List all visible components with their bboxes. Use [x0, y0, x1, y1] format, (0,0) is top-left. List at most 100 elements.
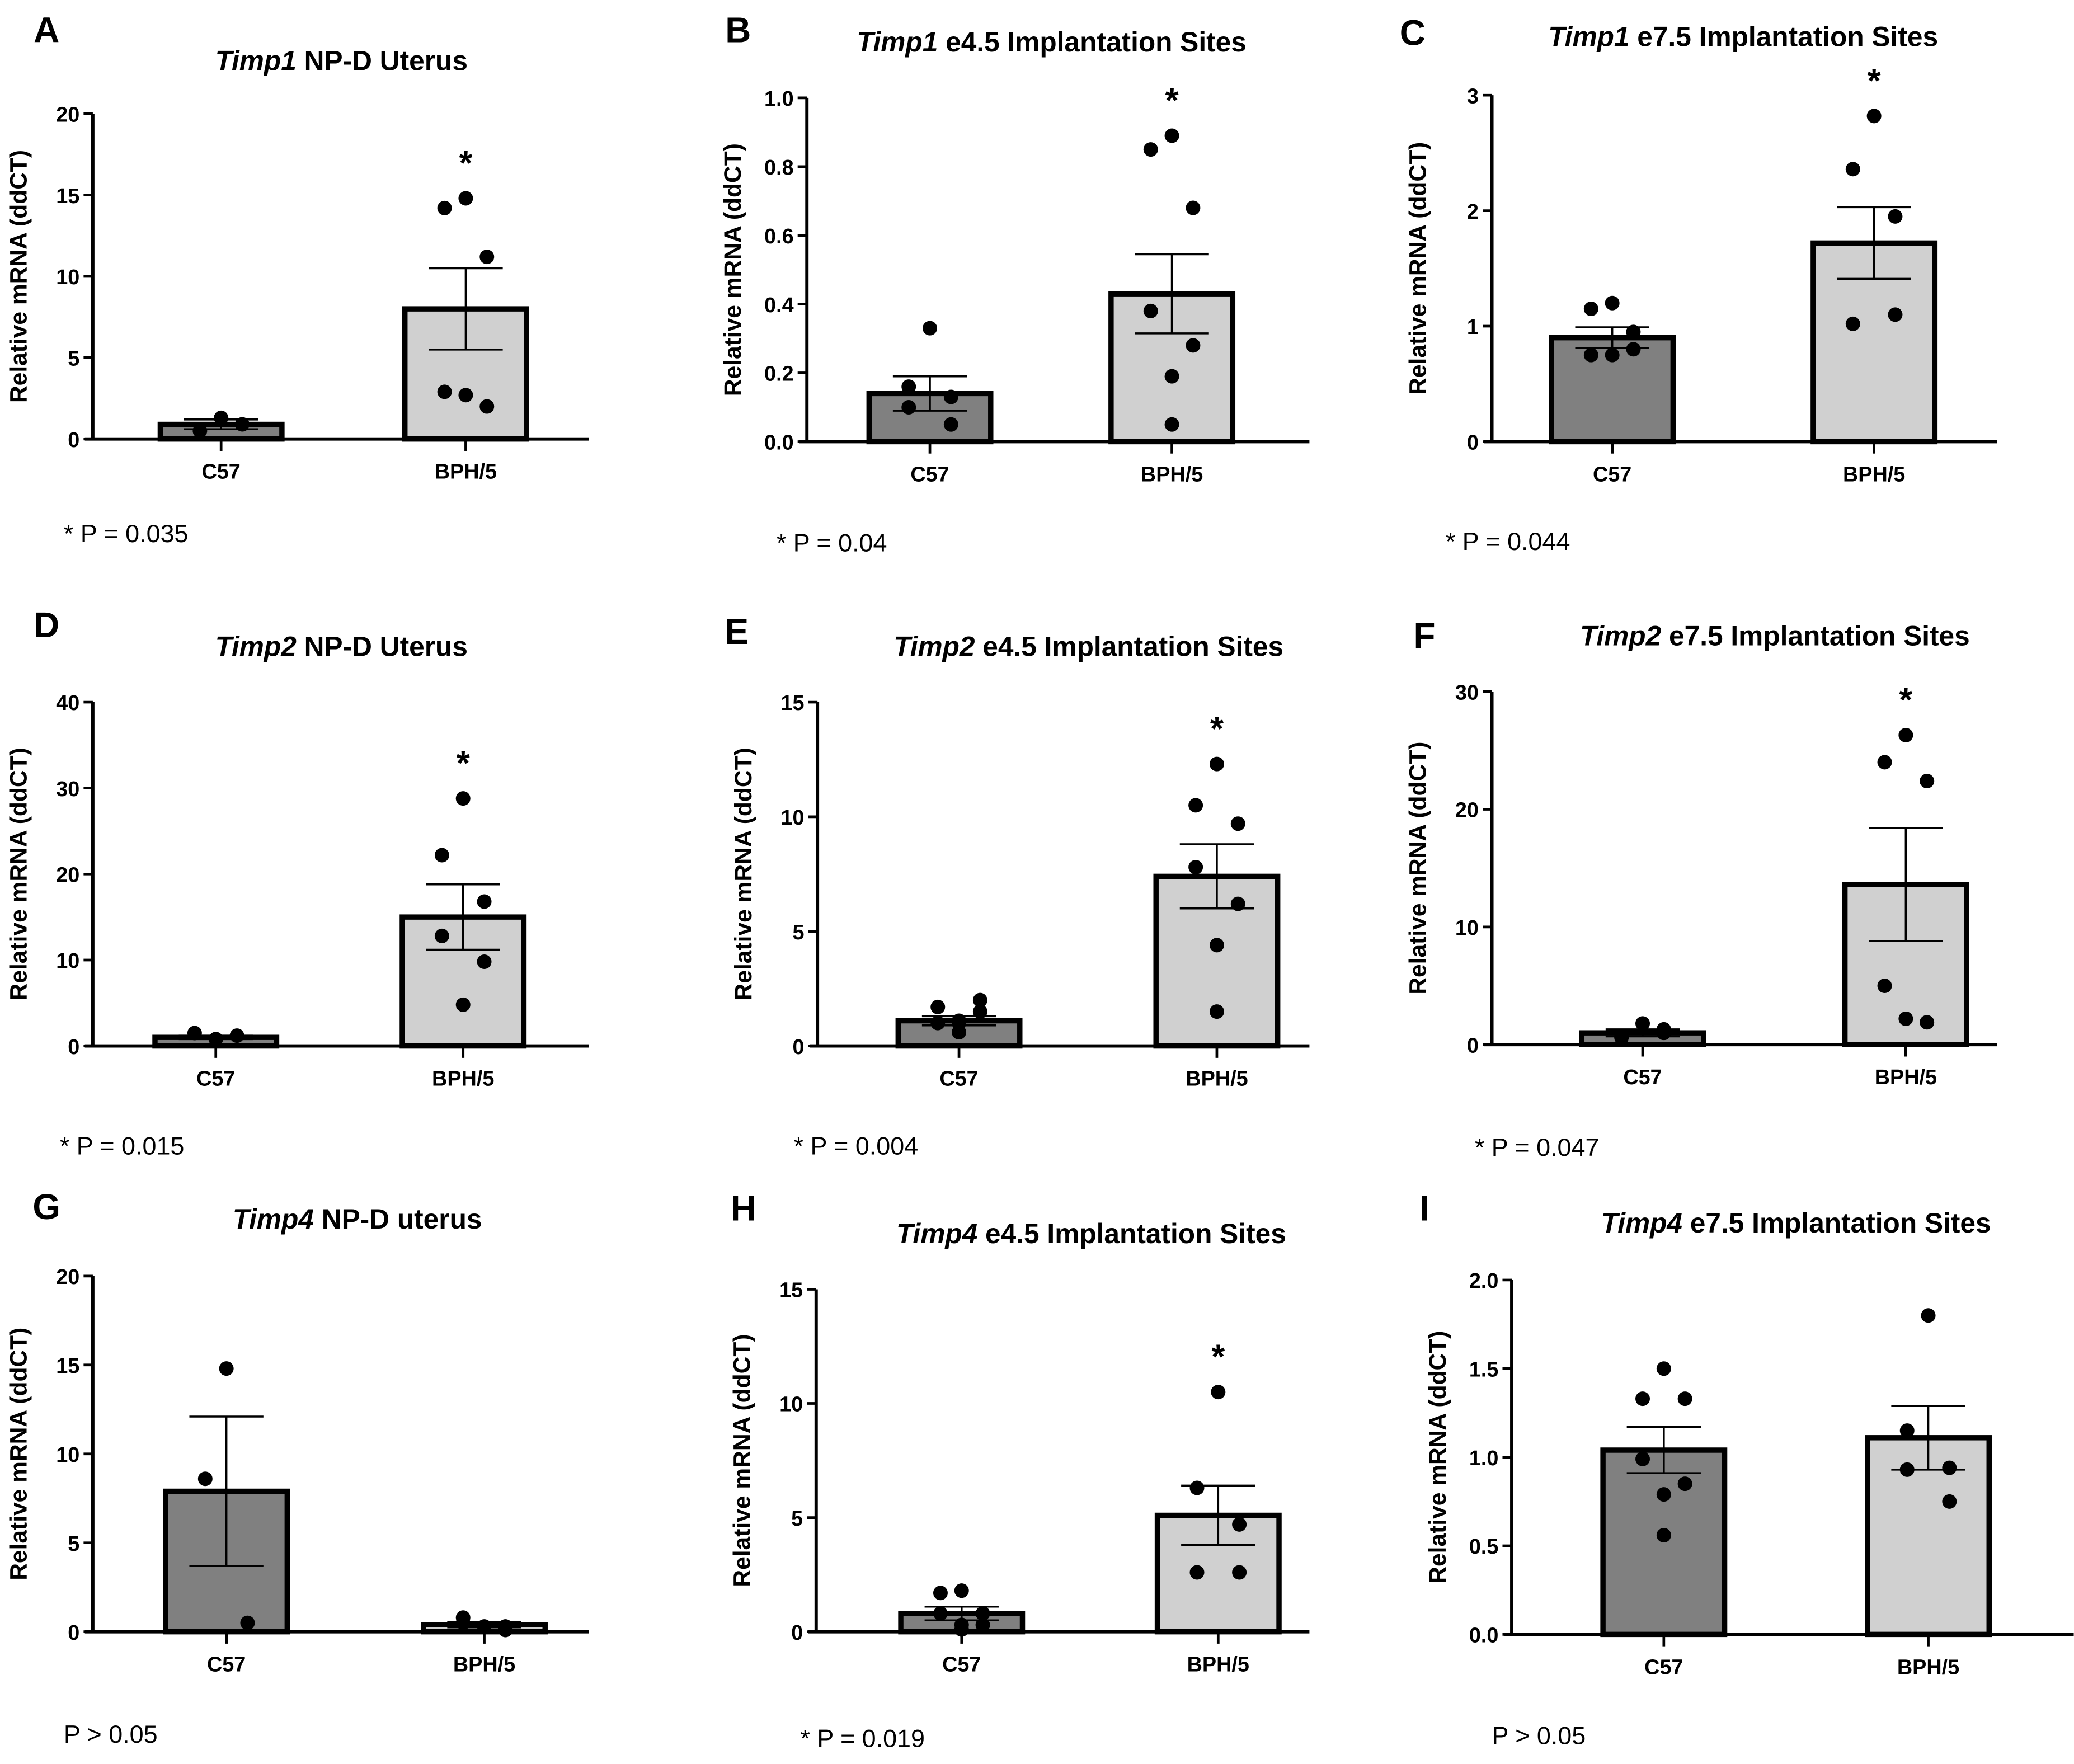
data-point: [1899, 1462, 1915, 1477]
x-tick-label: C57: [1623, 1066, 1662, 1089]
data-point: [1656, 1487, 1671, 1502]
title-rest: e4.5 Implantation Sites: [977, 1218, 1286, 1249]
data-point: [1186, 200, 1201, 215]
y-tick-label: 20: [56, 863, 79, 887]
data-point: [1626, 342, 1641, 357]
title-rest: NP-D uterus: [314, 1203, 482, 1235]
y-tick-label: 10: [779, 1393, 803, 1417]
y-tick-label: 1.0: [1469, 1447, 1499, 1470]
data-point: [498, 1622, 513, 1638]
data-point: [479, 250, 495, 265]
data-point: [1188, 798, 1203, 813]
data-point: [972, 992, 987, 1008]
data-point: [455, 997, 471, 1012]
panel-title: Timp1 e4.5 Implantation Sites: [857, 26, 1247, 58]
data-point: [1677, 1476, 1692, 1492]
panel-b: B Timp1 e4.5 Implantation Sites Relative m…: [719, 10, 1310, 557]
data-point: [1635, 1391, 1650, 1407]
data-point: [1899, 1423, 1915, 1438]
significance-star: *: [1899, 680, 1912, 719]
panel-letter: C: [1400, 12, 1426, 53]
y-tick-label: 1: [1467, 316, 1479, 339]
data-point: [437, 200, 452, 215]
data-point: [477, 954, 492, 970]
y-tick-label: 15: [56, 1354, 79, 1378]
y-tick-label: 0: [68, 1621, 79, 1645]
x-tick-label: BPH/5: [1186, 1067, 1248, 1090]
title-gene: Timp1: [857, 26, 938, 58]
y-tick-label: 0.6: [764, 225, 794, 248]
data-point: [1583, 302, 1598, 317]
panel-letter: A: [34, 10, 59, 50]
y-tick-label: 1.5: [1469, 1358, 1499, 1381]
panel-c: C Timp1 e7.5 Implantation Sites Relative m…: [1400, 12, 1997, 556]
y-tick-label: 10: [780, 806, 804, 830]
data-point: [1189, 1565, 1205, 1580]
data-point: [1164, 369, 1179, 384]
data-point: [455, 791, 471, 806]
panel-letter: B: [725, 10, 751, 50]
bar-bph5: [1810, 240, 1938, 445]
p-value-text: * P = 0.015: [60, 1131, 185, 1160]
data-point: [1143, 142, 1158, 157]
data-point: [1209, 756, 1224, 772]
y-tick-label: 0: [792, 1036, 804, 1059]
data-point: [1845, 316, 1860, 331]
significance-star: *: [459, 144, 472, 182]
p-value-text: * P = 0.035: [64, 519, 189, 548]
panel-a: A Timp1 NP-D Uterus Relative mRNA (ddCT) C5…: [6, 10, 589, 548]
y-tick-label: 5: [68, 347, 79, 371]
y-axis-label: Relative mRNA (ddCT): [6, 150, 32, 403]
title-gene: Timp4: [233, 1203, 314, 1235]
p-value-text: P > 0.05: [1492, 1721, 1586, 1750]
data-point: [1635, 1016, 1650, 1031]
data-point: [187, 1026, 202, 1041]
x-tick-label: C57: [1644, 1655, 1683, 1679]
panel-g: G Timp4 NP-D uterus Relative mRNA (ddCT) C5…: [6, 1187, 589, 1748]
data-point: [1656, 1528, 1671, 1543]
y-tick-label: 20: [56, 1266, 79, 1289]
y-tick-label: 0: [1467, 1034, 1479, 1057]
data-point: [954, 1583, 969, 1598]
data-point: [1656, 1361, 1671, 1376]
y-tick-label: 3: [1467, 84, 1479, 108]
x-tick-label: C57: [1593, 463, 1631, 486]
panel-letter: F: [1414, 615, 1436, 656]
y-tick-label: 5: [68, 1532, 79, 1556]
data-point: [1186, 338, 1201, 353]
data-point: [1942, 1460, 1957, 1475]
y-tick-label: 10: [56, 949, 79, 973]
y-tick-label: 2.0: [1469, 1269, 1499, 1293]
data-point: [234, 417, 250, 432]
significance-star: *: [1211, 1338, 1225, 1376]
data-point: [240, 1615, 255, 1630]
data-point: [1164, 128, 1179, 143]
data-point: [1188, 860, 1203, 875]
x-tick-label: BPH/5: [1141, 463, 1203, 486]
data-point: [943, 389, 958, 404]
data-point: [1898, 1011, 1913, 1026]
data-point: [477, 894, 492, 909]
data-point: [933, 1606, 948, 1621]
panel-title: Timp4 e4.5 Implantation Sites: [896, 1218, 1286, 1249]
data-point: [1209, 938, 1224, 953]
data-point: [434, 928, 449, 943]
x-tick-label: C57: [196, 1067, 235, 1090]
y-tick-label: 15: [56, 185, 79, 208]
panel-title: Timp4 NP-D uterus: [233, 1203, 482, 1235]
x-tick-label: C57: [910, 463, 949, 486]
data-point: [1866, 109, 1882, 124]
title-gene: Timp1: [215, 45, 297, 76]
y-tick-label: 5: [792, 921, 804, 944]
p-value-text: * P = 0.019: [800, 1724, 925, 1752]
data-point: [208, 1032, 223, 1047]
data-point: [1230, 816, 1245, 831]
panel-title: Timp4 e7.5 Implantation Sites: [1601, 1207, 1991, 1239]
data-point: [1877, 755, 1892, 770]
y-tick-label: 0: [68, 1036, 79, 1059]
data-point: [923, 321, 938, 336]
title-gene: Timp4: [896, 1218, 977, 1249]
data-point: [975, 1606, 990, 1621]
data-point: [1614, 1029, 1629, 1044]
x-tick-label: BPH/5: [1187, 1653, 1249, 1677]
